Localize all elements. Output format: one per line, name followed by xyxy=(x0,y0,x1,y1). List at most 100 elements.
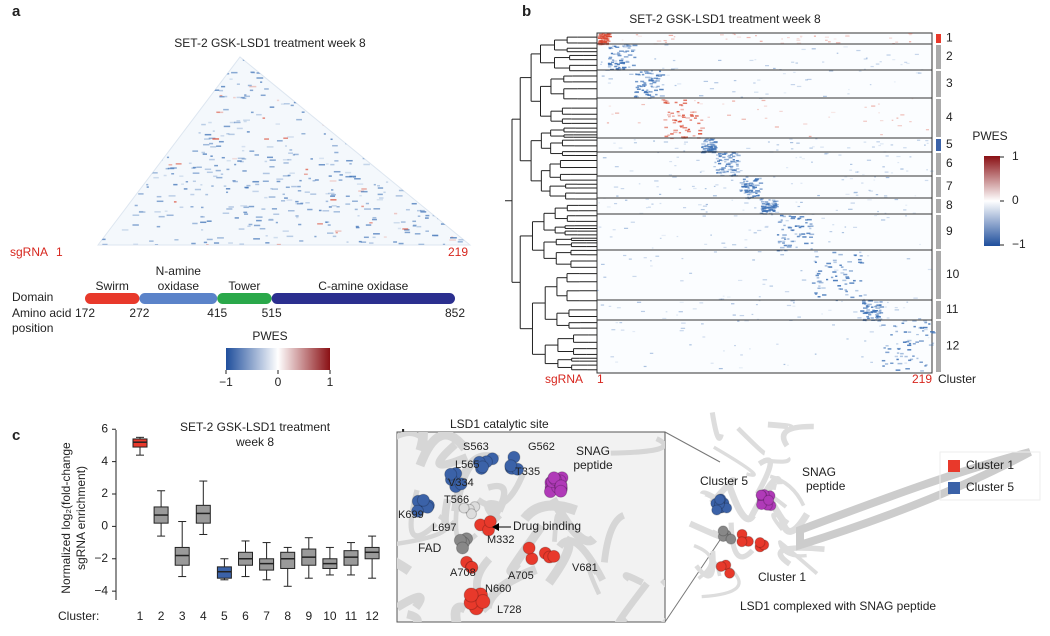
heatmap-cell xyxy=(345,203,351,205)
heatmap-cell xyxy=(468,98,470,101)
heatmap-cell xyxy=(793,71,796,74)
heatmap-cell xyxy=(355,95,362,97)
heatmap-cell xyxy=(246,131,250,133)
heatmap-cell xyxy=(743,180,746,183)
cluster-bar xyxy=(936,301,941,319)
heatmap-cell xyxy=(669,160,673,163)
heatmap-cell xyxy=(623,254,627,257)
heatmap-cell xyxy=(780,42,785,44)
heatmap-cell xyxy=(828,241,831,243)
domain-bar xyxy=(139,293,218,304)
heatmap-cell xyxy=(109,105,113,108)
heatmap-cell xyxy=(707,146,713,148)
heatmap-cell xyxy=(883,347,886,349)
heatmap-cell xyxy=(619,59,624,62)
residue-label: T566 xyxy=(444,494,469,506)
domain-name: Tower xyxy=(228,279,260,293)
heatmap-cell xyxy=(788,215,792,217)
heatmap-cell xyxy=(796,37,800,40)
heatmap-cell xyxy=(754,207,757,209)
heatmap-cell xyxy=(417,185,422,188)
heatmap-cell xyxy=(706,143,710,146)
heatmap-cell xyxy=(449,239,456,241)
x-axis-label: Cluster: xyxy=(58,609,99,623)
heatmap-cell xyxy=(809,227,812,230)
heatmap-cell xyxy=(892,59,896,61)
heatmap-cell xyxy=(655,93,658,96)
heatmap-cell xyxy=(368,120,371,123)
heatmap-cell xyxy=(656,73,661,76)
heatmap-cell xyxy=(754,184,760,187)
heatmap-cell xyxy=(203,241,208,244)
heatmap-cell xyxy=(140,100,145,102)
heatmap-cell xyxy=(414,169,417,172)
heatmap-cell xyxy=(849,169,853,171)
heatmap-cell xyxy=(783,244,787,247)
heatmap-cell xyxy=(779,110,783,112)
position-tick: 852 xyxy=(445,306,465,320)
heatmap-cell xyxy=(869,84,872,86)
heatmap-cell xyxy=(317,90,324,92)
heatmap-cell xyxy=(879,309,882,311)
heatmap-cell xyxy=(226,208,233,210)
heatmap-cell xyxy=(635,34,639,36)
heatmap-cell xyxy=(431,205,435,208)
residue-label: K699 xyxy=(398,509,424,521)
heatmap-cell xyxy=(99,159,102,162)
heatmap-cell xyxy=(339,89,344,91)
box xyxy=(174,546,190,566)
heatmap-cell xyxy=(164,210,168,212)
heatmap-cell xyxy=(138,74,142,76)
heatmap-cell xyxy=(162,134,166,136)
heatmap-cell xyxy=(410,108,414,111)
heatmap-cell xyxy=(832,224,835,226)
heatmap-cell xyxy=(909,34,912,36)
ribbon xyxy=(709,412,724,441)
heatmap-cell xyxy=(746,36,751,39)
panel-letter: b xyxy=(522,3,531,20)
heatmap-cell xyxy=(616,68,622,70)
atom xyxy=(525,552,539,566)
heatmap-cell xyxy=(283,162,289,164)
atom xyxy=(483,515,497,529)
atom xyxy=(755,489,767,501)
heatmap-cell xyxy=(697,122,701,125)
heatmap-cell xyxy=(890,144,894,146)
heatmap-cell xyxy=(646,89,649,91)
heatmap-cell xyxy=(603,35,607,37)
heatmap-cell xyxy=(387,57,390,59)
heatmap-cell xyxy=(747,193,752,195)
heatmap-cell xyxy=(807,218,812,221)
heatmap-cell xyxy=(689,119,693,121)
snag-label: SNAG xyxy=(576,444,610,458)
heatmap-cell xyxy=(845,193,850,195)
residue-label: V681 xyxy=(572,562,598,574)
panel-title: SET-2 GSK-LSD1 treatment week 8 xyxy=(174,36,366,50)
heatmap-cell xyxy=(858,295,863,297)
heatmap-cell xyxy=(758,182,764,184)
heatmap-cell xyxy=(416,225,422,228)
heatmap-cell xyxy=(303,173,308,176)
heatmap-cell xyxy=(676,156,680,158)
heatmap-cell xyxy=(886,54,891,56)
heatmap-cell xyxy=(633,142,637,144)
heatmap-cell xyxy=(318,163,326,166)
heatmap-cell xyxy=(861,356,864,358)
ribbon xyxy=(780,423,814,448)
heatmap-cell xyxy=(463,146,469,149)
heatmap-cell xyxy=(748,189,754,192)
heatmap-cell xyxy=(764,206,769,209)
heatmap-cell xyxy=(837,285,842,287)
heatmap-cell xyxy=(810,242,814,244)
heatmap-cell xyxy=(716,171,722,174)
heatmap-cell xyxy=(771,207,777,209)
heatmap-cell xyxy=(310,158,313,160)
heatmap-cell xyxy=(107,200,113,202)
heatmap-cell xyxy=(916,139,921,141)
heatmap-cell xyxy=(117,167,122,170)
heatmap-cell xyxy=(173,183,178,186)
heatmap-cell xyxy=(256,77,264,79)
cluster-number: 1 xyxy=(946,31,953,45)
heatmap-cell xyxy=(766,206,772,209)
heatmap-cell xyxy=(454,215,461,217)
